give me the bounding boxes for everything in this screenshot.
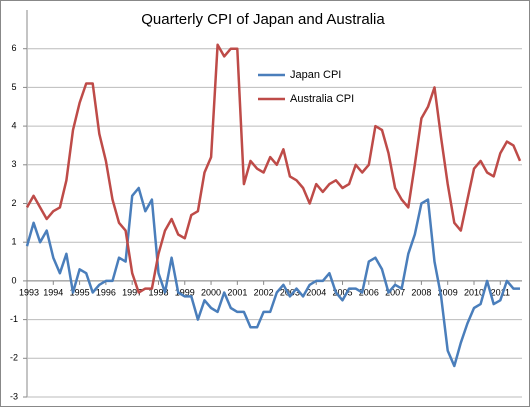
x-tick-label: 2010 [464, 287, 484, 297]
y-tick-label: 1 [11, 237, 16, 247]
series-line [25, 186, 520, 368]
y-tick-label: 6 [11, 43, 16, 53]
x-tick-label: 1997 [122, 287, 142, 297]
y-tick-label: 4 [11, 120, 16, 130]
x-tick-label: 1998 [148, 287, 168, 297]
x-tick-label: 2005 [333, 287, 353, 297]
x-tick-label: 2006 [359, 287, 379, 297]
x-tick-label: 1995 [70, 287, 90, 297]
x-tick-label: 2007 [385, 287, 405, 297]
y-tick-label: -3 [10, 391, 18, 401]
y-tick-label: 3 [11, 159, 16, 169]
x-tick-label: 2011 [491, 287, 510, 297]
legend-label: Japan CPI [290, 69, 341, 81]
y-tick-label: 2 [11, 198, 16, 208]
chart-title: Quarterly CPI of Japan and Australia [141, 11, 385, 28]
x-tick-label: 2000 [201, 287, 221, 297]
series-line [25, 43, 522, 294]
y-tick-label: 0 [11, 275, 16, 285]
x-tick-label: 1993 [19, 287, 39, 297]
x-tick-label: 1994 [43, 287, 63, 297]
x-tick-label: 2009 [438, 287, 458, 297]
y-tick-label: 5 [11, 82, 16, 92]
x-tick-label: 2004 [306, 287, 326, 297]
x-tick-label: 2002 [254, 287, 274, 297]
x-tick-label: 2008 [411, 287, 431, 297]
x-tick-label: 1996 [96, 287, 116, 297]
x-tick-label: 2003 [280, 287, 300, 297]
y-tick-label: -1 [10, 314, 18, 324]
x-tick-label: 1999 [175, 287, 195, 297]
y-tick-label: -2 [10, 353, 18, 363]
x-tick-label: 2001 [227, 287, 247, 297]
legend-label: Australia CPI [290, 93, 354, 105]
